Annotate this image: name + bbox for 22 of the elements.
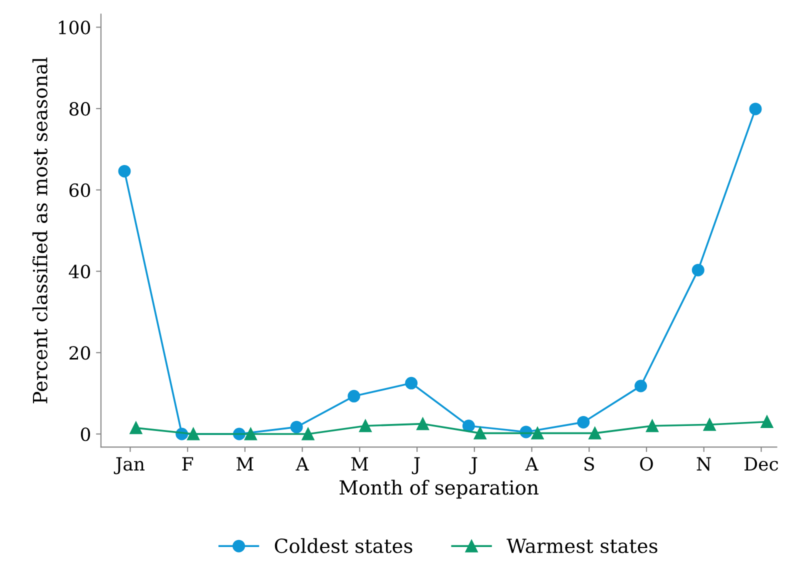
- y-axis-title: Percent classified as most seasonal: [32, 58, 48, 404]
- y-tick-label: 60: [69, 183, 90, 198]
- x-tick-label: M: [351, 457, 368, 470]
- x-tick-label: S: [584, 457, 594, 471]
- y-tick-label: 20: [69, 346, 90, 360]
- x-tick-label: N: [696, 457, 711, 471]
- y-tick-label: 40: [68, 264, 90, 278]
- x-tick-label: F: [182, 457, 194, 470]
- x-tick-label: Jan: [114, 457, 145, 474]
- x-tick-label: A: [296, 457, 310, 470]
- x-tick-label: J: [469, 457, 478, 474]
- x-axis-title: Month of separation: [340, 480, 539, 499]
- y-tick-label: 100: [58, 20, 90, 34]
- x-tick-label: J: [412, 457, 420, 474]
- legend-label: Warmest states: [506, 538, 658, 554]
- y-tick-label: 0: [80, 427, 90, 442]
- x-tick-label: O: [640, 457, 653, 471]
- legend-label: Coldest states: [274, 538, 412, 554]
- y-tick-label: 80: [69, 102, 90, 116]
- x-tick-label: A: [525, 457, 538, 470]
- x-tick-label: Dec: [744, 457, 778, 471]
- x-tick-label: M: [236, 457, 254, 470]
